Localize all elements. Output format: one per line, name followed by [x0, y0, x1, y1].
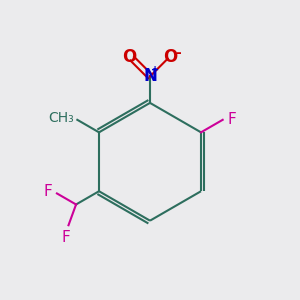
- Text: O: O: [122, 48, 136, 66]
- Text: O: O: [164, 48, 178, 66]
- Text: N: N: [143, 68, 157, 85]
- Text: F: F: [228, 112, 237, 127]
- Text: F: F: [61, 230, 70, 244]
- Text: +: +: [151, 65, 159, 75]
- Text: F: F: [44, 184, 52, 200]
- Text: -: -: [176, 46, 181, 60]
- Text: CH₃: CH₃: [49, 111, 74, 125]
